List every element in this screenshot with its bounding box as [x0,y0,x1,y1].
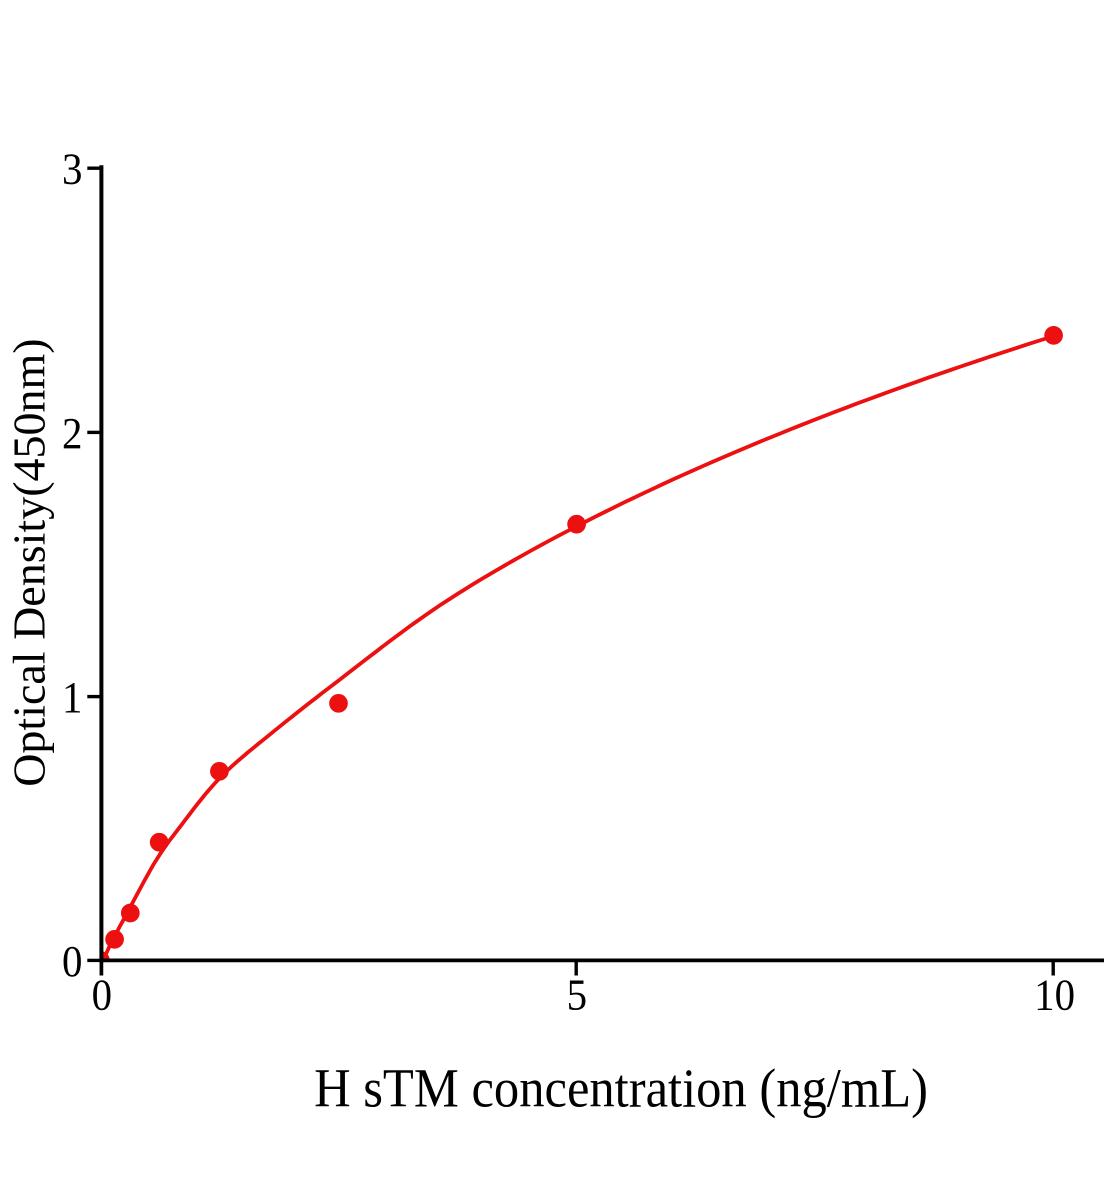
svg-text:0: 0 [62,937,82,986]
svg-text:2: 2 [62,409,82,458]
svg-text:0: 0 [92,971,112,1020]
svg-text:H sTM concentration (ng/mL): H sTM concentration (ng/mL) [314,1059,928,1119]
svg-text:3: 3 [62,145,82,194]
svg-text:1: 1 [62,674,82,723]
svg-text:5: 5 [567,971,587,1020]
svg-text:Optical Density(450nm): Optical Density(450nm) [4,338,55,786]
svg-text:10: 10 [1034,971,1075,1020]
